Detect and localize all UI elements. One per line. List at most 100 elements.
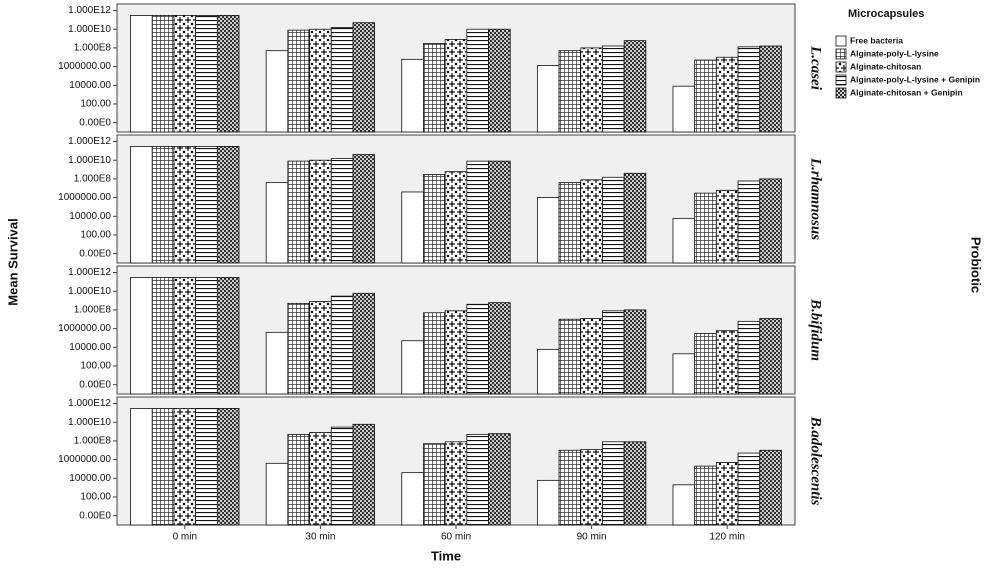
bar: [715, 56, 739, 133]
bar: [173, 408, 197, 526]
bar: [330, 426, 354, 526]
y-tick-label: 10000.00: [69, 80, 111, 91]
x-tick-label: 90 min: [577, 532, 607, 543]
bar: [715, 330, 739, 395]
bar: [423, 312, 446, 395]
bar: [216, 277, 240, 395]
facet-title: L.rhamnosus: [808, 157, 824, 240]
y-tick-label: 1.000E12: [68, 267, 111, 278]
bar: [265, 331, 289, 395]
bar: [558, 318, 582, 395]
y-tick-label: 1.000E10: [68, 155, 111, 166]
bar: [536, 479, 560, 526]
bar: [737, 180, 761, 264]
bar: [672, 217, 696, 264]
y-tick-label: 0.00E0: [79, 510, 111, 521]
legend-swatch: [835, 35, 847, 47]
legend-swatch: [835, 74, 847, 86]
bar: [216, 408, 240, 526]
y-tick-label: 1.000E8: [74, 436, 112, 447]
legend-label: Alginate-poly-L-lysine + Genipin: [850, 74, 980, 84]
bar: [401, 58, 424, 133]
bar: [352, 292, 376, 395]
bar: [602, 310, 625, 395]
bar: [602, 45, 625, 133]
legend-swatch: [835, 48, 847, 60]
bar: [623, 40, 647, 133]
bar: [444, 441, 468, 526]
y-tick-label: 100.00: [80, 492, 111, 503]
y-tick-label: 1.000E10: [68, 417, 111, 428]
y-tick-label: 1.000E12: [68, 136, 111, 147]
bar: [195, 15, 218, 133]
bar: [265, 462, 289, 526]
y-tick-label: 0.00E0: [79, 248, 111, 259]
y-tick-label: 100.00: [80, 99, 111, 110]
bar: [466, 303, 489, 395]
bar: [466, 160, 489, 264]
y-tick-label: 100.00: [80, 230, 111, 241]
bar: [580, 47, 603, 133]
legend-swatch: [835, 61, 847, 73]
bar: [216, 146, 240, 264]
bar: [759, 449, 782, 526]
y-tick-label: 1000000.00: [58, 454, 111, 465]
y-tick-label: 1000000.00: [58, 61, 111, 72]
bar: [444, 39, 468, 133]
bar: [401, 472, 424, 526]
bar: [715, 462, 739, 526]
y-tick-label: 10000.00: [69, 342, 111, 353]
bar: [694, 192, 717, 264]
x-tick-label: 60 min: [441, 532, 471, 543]
bar: [401, 191, 424, 264]
y-tick-label: 1000000.00: [58, 192, 111, 203]
bar: [672, 85, 696, 133]
bar: [444, 310, 468, 395]
bar: [737, 320, 761, 395]
bar: [694, 333, 717, 395]
bar: [558, 182, 582, 264]
bar: [130, 277, 153, 395]
bar: [488, 160, 511, 264]
bar: [130, 146, 153, 264]
bar: [759, 318, 782, 395]
bar: [466, 433, 489, 526]
facet-title: B.adolescentis: [808, 416, 824, 506]
bar: [759, 178, 782, 264]
bar: [536, 197, 560, 264]
bar: [623, 441, 647, 526]
facet-label: Probiotic: [969, 237, 984, 293]
bar: [195, 146, 218, 264]
y-tick-label: 10000.00: [69, 211, 111, 222]
bar: [423, 43, 446, 133]
y-tick-label: 1.000E12: [68, 398, 111, 409]
bar: [694, 59, 717, 133]
bar: [536, 348, 560, 395]
bar: [715, 189, 739, 264]
x-tick-label: 30 min: [305, 532, 335, 543]
bar: [401, 340, 424, 395]
bar: [580, 318, 603, 395]
bar: [558, 50, 582, 133]
y-tick-label: 0.00E0: [79, 379, 111, 390]
bar: [195, 277, 218, 395]
bar: [602, 176, 625, 264]
bar: [309, 28, 332, 133]
y-tick-label: 1.000E8: [74, 174, 112, 185]
bar: [423, 174, 446, 264]
bar: [602, 441, 625, 526]
legend-label: Alginate-chitosan: [850, 61, 921, 71]
facet-title: B.bifidum: [808, 298, 824, 361]
bar: [672, 353, 696, 395]
y-axis-label: Mean Survival: [5, 218, 20, 305]
legend-label: Alginate-poly-L-lysine: [850, 48, 939, 58]
bar: [352, 423, 376, 526]
bar: [623, 172, 647, 264]
y-tick-label: 100.00: [80, 361, 111, 372]
bar: [265, 50, 289, 133]
y-tick-label: 1.000E8: [74, 305, 112, 316]
bar: [265, 182, 289, 264]
bar: [309, 432, 332, 526]
bar: [287, 29, 310, 133]
